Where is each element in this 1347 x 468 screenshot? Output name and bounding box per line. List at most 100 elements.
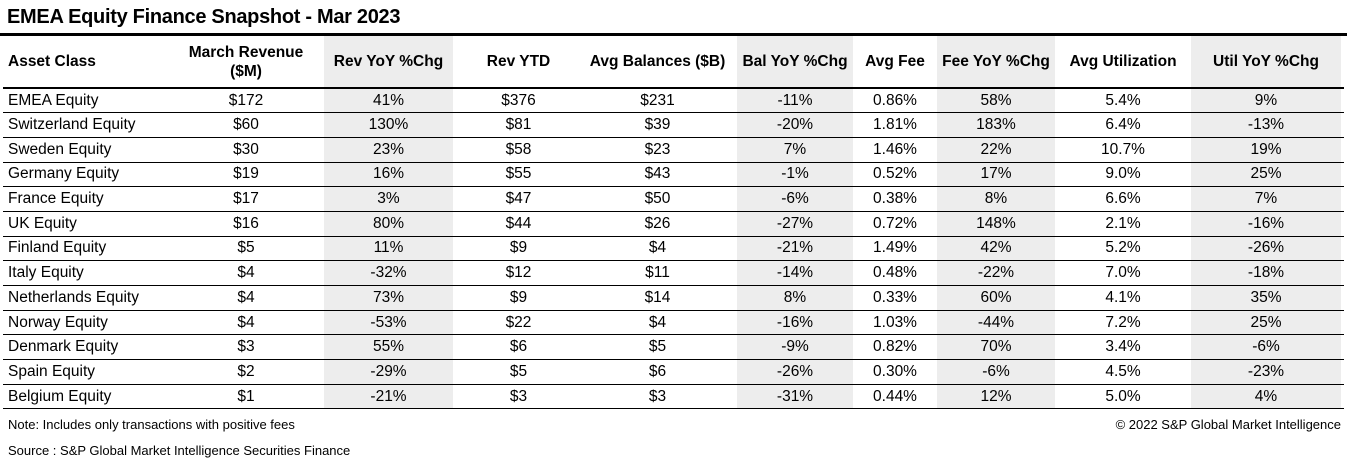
- value-cell: 0.72%: [856, 211, 934, 237]
- asset-class-cell: Belgium Equity: [3, 384, 171, 410]
- value-cell: -29%: [321, 359, 456, 385]
- table-row: Spain Equity $2 -29% $5 $6 -26% 0.30% -6% 4.5% -2…: [3, 359, 1344, 385]
- value-cell: $19: [171, 162, 321, 188]
- value-cell: 1.03%: [856, 310, 934, 336]
- value-cell: 19%: [1188, 137, 1344, 163]
- asset-class-cell: Italy Equity: [3, 260, 171, 286]
- table-row: France Equity $17 3% $47 $50 -6% 0.38% 8% 6.6% 7%: [3, 186, 1344, 212]
- value-cell: $39: [581, 112, 734, 138]
- value-cell: $44: [456, 211, 581, 237]
- value-cell: 58%: [934, 88, 1058, 114]
- column-header: Rev YTD: [456, 36, 581, 89]
- table-row: UK Equity $16 80% $44 $26 -27% 0.72% 148% 2.1% -1…: [3, 211, 1344, 237]
- value-cell: -31%: [734, 384, 856, 410]
- value-cell: 5.4%: [1058, 88, 1188, 114]
- header-row: Asset Class March Revenue ($M) Rev YoY %Ch…: [3, 36, 1344, 89]
- value-cell: -21%: [321, 384, 456, 410]
- table-body: EMEA Equity $172 41% $376 $231 -11% 0.86% 58% 5.…: [3, 88, 1344, 410]
- value-cell: 5.0%: [1058, 384, 1188, 410]
- asset-class-cell: Denmark Equity: [3, 334, 171, 361]
- value-cell: 183%: [934, 112, 1058, 138]
- value-cell: 60%: [934, 285, 1058, 311]
- asset-class-cell: UK Equity: [3, 211, 171, 237]
- value-cell: 9%: [1188, 88, 1344, 114]
- table-row: Denmark Equity $3 55% $6 $5 -9% 0.82% 70% 3.4% -6…: [3, 334, 1344, 361]
- value-cell: $11: [581, 260, 734, 286]
- value-cell: $172: [171, 88, 321, 114]
- value-cell: 1.46%: [856, 137, 934, 163]
- value-cell: 0.44%: [856, 384, 934, 410]
- value-cell: -22%: [934, 260, 1058, 286]
- value-cell: 2.1%: [1058, 211, 1188, 237]
- value-cell: $81: [456, 112, 581, 138]
- value-cell: 9.0%: [1058, 162, 1188, 188]
- table-row: Finland Equity $5 11% $9 $4 -21% 1.49% 42% 5.2% -…: [3, 236, 1344, 262]
- title-divider: [0, 33, 1347, 36]
- column-header: Util YoY %Chg: [1188, 36, 1344, 89]
- value-cell: 11%: [321, 236, 456, 262]
- table-row: Switzerland Equity $60 130% $81 $39 -20% 1.81%…: [3, 112, 1344, 138]
- column-header: Avg Balances ($B): [581, 36, 734, 89]
- value-cell: -44%: [934, 310, 1058, 336]
- value-cell: 80%: [321, 211, 456, 237]
- column-header: Avg Utilization: [1058, 36, 1188, 89]
- asset-class-cell: Germany Equity: [3, 162, 171, 188]
- value-cell: $5: [456, 359, 581, 385]
- value-cell: $3: [581, 384, 734, 410]
- value-cell: 3%: [321, 186, 456, 212]
- value-cell: 8%: [934, 186, 1058, 212]
- table-row: EMEA Equity $172 41% $376 $231 -11% 0.86% 58% 5.…: [3, 88, 1344, 114]
- value-cell: $5: [171, 236, 321, 262]
- value-cell: 10.7%: [1058, 137, 1188, 163]
- value-cell: 4.5%: [1058, 359, 1188, 385]
- value-cell: $9: [456, 236, 581, 262]
- value-cell: $4: [171, 260, 321, 286]
- value-cell: $4: [581, 310, 734, 336]
- value-cell: $2: [171, 359, 321, 385]
- value-cell: $16: [171, 211, 321, 237]
- value-cell: 7%: [1188, 186, 1344, 212]
- value-cell: 22%: [934, 137, 1058, 163]
- value-cell: 0.38%: [856, 186, 934, 212]
- value-cell: $14: [581, 285, 734, 311]
- asset-class-cell: Netherlands Equity: [3, 285, 171, 311]
- equity-finance-table: Asset Class March Revenue ($M) Rev YoY %Ch…: [3, 36, 1344, 410]
- value-cell: $23: [581, 137, 734, 163]
- value-cell: 1.49%: [856, 236, 934, 262]
- table-row: Belgium Equity $1 -21% $3 $3 -31% 0.44% 12% 5.0%…: [3, 384, 1344, 410]
- table-row: Sweden Equity $30 23% $58 $23 7% 1.46% 22% 10.7%…: [3, 137, 1344, 163]
- value-cell: 0.82%: [856, 334, 934, 361]
- value-cell: $47: [456, 186, 581, 212]
- value-cell: -6%: [1188, 334, 1344, 361]
- value-cell: $9: [456, 285, 581, 311]
- value-cell: $22: [456, 310, 581, 336]
- value-cell: 0.30%: [856, 359, 934, 385]
- value-cell: 12%: [934, 384, 1058, 410]
- value-cell: $3: [456, 384, 581, 410]
- page-title: EMEA Equity Finance Snapshot - Mar 2023: [7, 6, 401, 28]
- value-cell: $58: [456, 137, 581, 163]
- value-cell: 4.1%: [1058, 285, 1188, 311]
- value-cell: -16%: [734, 310, 856, 336]
- value-cell: 25%: [1188, 162, 1344, 188]
- value-cell: 130%: [321, 112, 456, 138]
- value-cell: -20%: [734, 112, 856, 138]
- value-cell: $60: [171, 112, 321, 138]
- value-cell: -14%: [734, 260, 856, 286]
- value-cell: 73%: [321, 285, 456, 311]
- value-cell: 1.81%: [856, 112, 934, 138]
- value-cell: $50: [581, 186, 734, 212]
- value-cell: -13%: [1188, 112, 1344, 138]
- value-cell: 0.48%: [856, 260, 934, 286]
- value-cell: -27%: [734, 211, 856, 237]
- value-cell: 35%: [1188, 285, 1344, 311]
- value-cell: 55%: [321, 334, 456, 361]
- value-cell: -32%: [321, 260, 456, 286]
- value-cell: 7%: [734, 137, 856, 163]
- footer: Note: Includes only transactions with po…: [0, 409, 1347, 432]
- table-row: Netherlands Equity $4 73% $9 $14 8% 0.33% 60% 4.…: [3, 285, 1344, 311]
- value-cell: 5.2%: [1058, 236, 1188, 262]
- value-cell: $43: [581, 162, 734, 188]
- column-header: Avg Fee: [856, 36, 934, 89]
- value-cell: $6: [456, 334, 581, 361]
